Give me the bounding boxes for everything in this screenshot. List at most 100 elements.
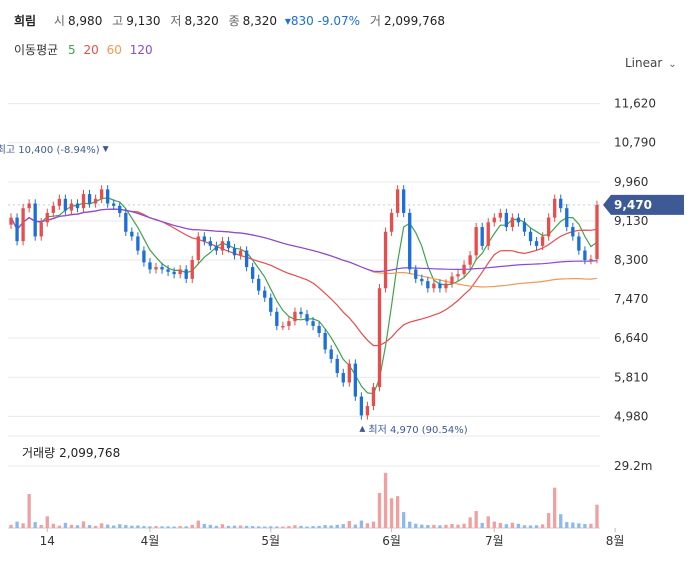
- volume-bar: [516, 523, 521, 528]
- y-tick-label: 10,790: [614, 136, 656, 150]
- candle: [353, 363, 358, 397]
- candle: [293, 311, 297, 322]
- ma5-legend[interactable]: 5: [68, 43, 76, 57]
- volume-bar: [118, 524, 122, 528]
- candle: [202, 236, 206, 242]
- volume-bar: [474, 511, 478, 528]
- candle: [27, 203, 31, 209]
- candle: [154, 267, 158, 270]
- volume-value: 2,099,768: [383, 14, 446, 28]
- candle: [148, 262, 152, 270]
- moving-average-lines: [10, 197, 598, 395]
- volume-bar: [33, 522, 37, 528]
- scale-selector[interactable]: Linear ⌄: [625, 56, 677, 70]
- stock-name: 희림: [14, 14, 37, 28]
- candle: [57, 198, 62, 206]
- volume-bar: [426, 525, 430, 528]
- candle: [244, 250, 249, 268]
- ma20-legend[interactable]: 20: [83, 43, 99, 57]
- candle: [33, 203, 37, 237]
- volume-bar: [250, 526, 255, 528]
- volume-bar: [75, 525, 80, 528]
- volume-bar: [172, 526, 176, 528]
- ma60-legend[interactable]: 60: [106, 43, 122, 57]
- volume-bar: [395, 496, 400, 528]
- x-tick-label: 8월: [606, 534, 625, 548]
- ma120-legend[interactable]: 120: [129, 43, 153, 57]
- candle: [257, 278, 261, 291]
- volume-bar: [160, 526, 164, 528]
- volume-bar: [408, 521, 412, 528]
- candle: [214, 245, 219, 251]
- y-tick-label: 6,640: [614, 331, 648, 345]
- candle: [347, 363, 351, 383]
- x-axis: 14 4월 5월 6월 7월 8월: [40, 528, 625, 548]
- candle: [504, 212, 509, 228]
- volume-bar: [589, 523, 593, 528]
- ma120-line: [10, 208, 598, 273]
- candle: [589, 259, 593, 261]
- current-price-label: 9,470: [614, 198, 652, 212]
- y-tick-label: 4,980: [614, 409, 648, 423]
- x-tick-label: 5월: [261, 534, 280, 548]
- volume-bar: [21, 523, 25, 528]
- volume-bar: [142, 526, 146, 528]
- volume-bar: [365, 523, 370, 528]
- candle: [160, 267, 164, 270]
- close-value: 8,320: [242, 14, 278, 28]
- candle: [571, 227, 575, 237]
- candle: [269, 297, 273, 312]
- candle: [498, 212, 502, 218]
- candle: [124, 212, 128, 232]
- candle: [81, 194, 86, 209]
- candle: [311, 321, 315, 326]
- candle: [468, 255, 472, 265]
- candle: [565, 208, 569, 228]
- volume-bars: [9, 472, 599, 528]
- volume-bar: [329, 525, 333, 528]
- candle: [220, 241, 225, 251]
- volume-bar: [583, 523, 587, 528]
- volume-bar: [281, 526, 285, 528]
- candle: [9, 217, 13, 225]
- low-annotation: 최저 4,970 (90.54%): [368, 424, 467, 436]
- candle: [232, 248, 237, 256]
- volume-bar: [528, 525, 533, 528]
- candle: [432, 283, 436, 289]
- volume-bar: [432, 524, 436, 528]
- volume-panel-title: 거래량 2,099,768: [22, 444, 120, 461]
- candle: [299, 311, 303, 315]
- candle: [522, 222, 527, 232]
- candle: [317, 325, 321, 333]
- x-tick-label: 7월: [485, 534, 504, 548]
- scale-label: Linear: [625, 56, 663, 70]
- candle: [118, 205, 122, 213]
- candle: [559, 198, 563, 209]
- x-tick-label: 6월: [382, 534, 401, 548]
- candle: [528, 231, 533, 242]
- candle: [106, 189, 110, 204]
- volume-bar: [595, 504, 599, 528]
- chevron-down-icon: ⌄: [668, 59, 677, 70]
- volume-bar: [184, 526, 188, 528]
- volume-bar: [99, 523, 104, 528]
- candle: [426, 281, 430, 289]
- volume-bar: [480, 522, 484, 528]
- candle: [287, 321, 291, 326]
- candle: [250, 267, 255, 279]
- candle: [130, 231, 134, 237]
- volume-label: 거: [369, 14, 381, 28]
- change-value: ▾830 -9.07%: [284, 14, 361, 28]
- candle: [595, 204, 599, 260]
- volume-panel-value: 2,099,768: [59, 446, 121, 460]
- y-tick-label: 5,810: [614, 370, 648, 384]
- volume-bar: [414, 523, 418, 528]
- candle: [166, 269, 170, 272]
- y-tick-label: 7,470: [614, 292, 648, 306]
- volume-bar: [559, 514, 563, 528]
- volume-bar: [130, 525, 134, 528]
- moving-average-legend: 이동평균 5 20 60 120: [14, 41, 153, 58]
- candle: [184, 269, 188, 279]
- volume-bar: [51, 523, 55, 528]
